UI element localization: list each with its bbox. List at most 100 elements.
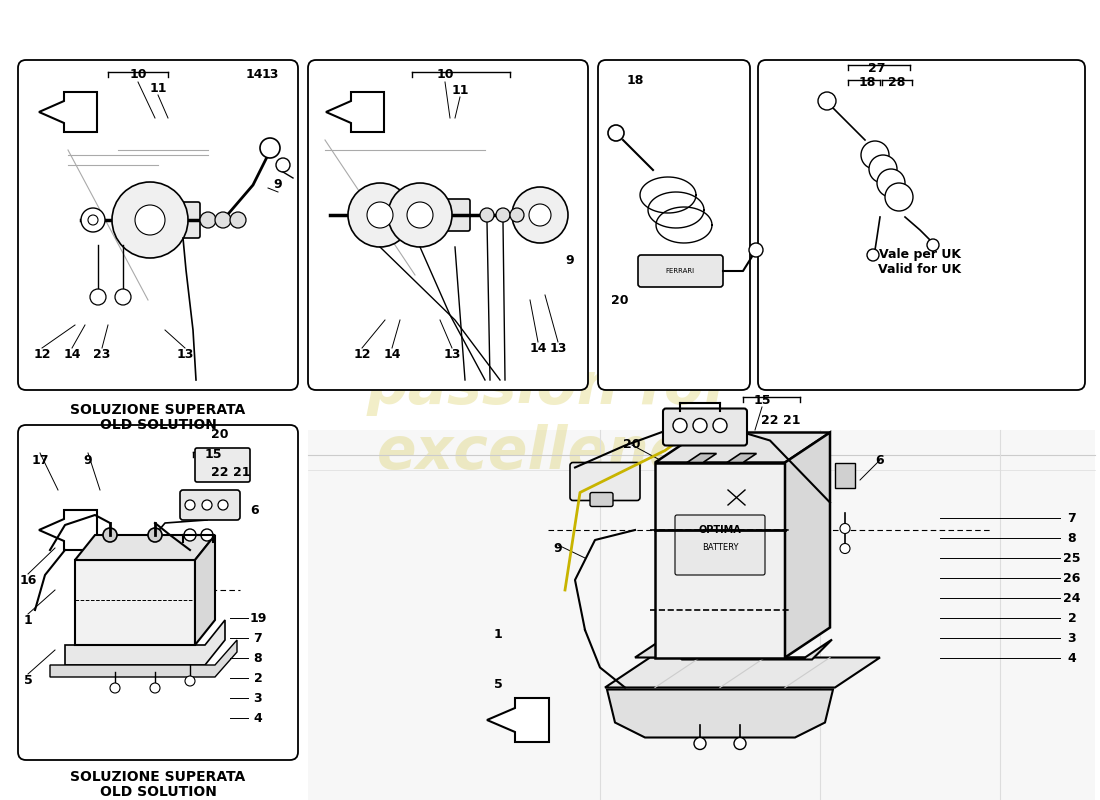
Text: 10: 10 [130, 69, 146, 82]
Text: 26: 26 [1064, 571, 1080, 585]
FancyBboxPatch shape [570, 462, 640, 501]
Text: 18: 18 [626, 74, 644, 86]
Text: 25: 25 [1064, 551, 1080, 565]
Text: SOLUZIONE SUPERATA: SOLUZIONE SUPERATA [70, 403, 245, 417]
Text: BATTERY: BATTERY [702, 543, 738, 553]
Circle shape [512, 187, 568, 243]
Polygon shape [39, 92, 97, 132]
Text: 12: 12 [33, 349, 51, 362]
Circle shape [116, 289, 131, 305]
Text: 21: 21 [783, 414, 801, 426]
Polygon shape [654, 462, 785, 658]
Text: 11: 11 [451, 83, 469, 97]
Circle shape [202, 500, 212, 510]
Text: 6: 6 [251, 503, 260, 517]
Text: 1: 1 [494, 629, 503, 642]
Circle shape [348, 183, 412, 247]
Circle shape [713, 418, 727, 433]
Text: 8: 8 [1068, 531, 1076, 545]
Circle shape [886, 183, 913, 211]
Circle shape [185, 500, 195, 510]
Circle shape [81, 208, 104, 232]
Polygon shape [688, 454, 716, 462]
Circle shape [861, 141, 889, 169]
Circle shape [694, 738, 706, 750]
Polygon shape [195, 535, 214, 645]
Circle shape [103, 528, 117, 542]
Text: 17: 17 [31, 454, 48, 466]
Circle shape [276, 158, 290, 172]
Circle shape [260, 138, 280, 158]
Text: OLD SOLUTION: OLD SOLUTION [100, 418, 217, 432]
Circle shape [877, 169, 905, 197]
Circle shape [367, 202, 393, 228]
Text: 9: 9 [84, 454, 92, 466]
Polygon shape [654, 433, 830, 462]
Text: OLD SOLUTION: OLD SOLUTION [100, 785, 217, 799]
Circle shape [88, 215, 98, 225]
Circle shape [90, 289, 106, 305]
Text: 13: 13 [262, 69, 278, 82]
Circle shape [867, 249, 879, 261]
Polygon shape [605, 658, 880, 687]
Circle shape [110, 683, 120, 693]
Polygon shape [835, 462, 855, 487]
Text: 16: 16 [20, 574, 36, 586]
Text: 21: 21 [233, 466, 251, 479]
Text: passion for
excellence: passion for excellence [366, 358, 734, 482]
FancyBboxPatch shape [663, 409, 747, 446]
Text: OPTIMA: OPTIMA [698, 525, 741, 535]
Text: 9: 9 [553, 542, 562, 554]
Circle shape [214, 212, 231, 228]
FancyBboxPatch shape [590, 493, 613, 506]
Text: 5: 5 [23, 674, 32, 686]
Circle shape [840, 523, 850, 534]
FancyBboxPatch shape [168, 202, 200, 238]
Polygon shape [326, 92, 384, 132]
Text: 14: 14 [383, 349, 400, 362]
Text: 20: 20 [624, 438, 640, 451]
Text: 27: 27 [868, 62, 886, 74]
Polygon shape [65, 620, 226, 665]
Text: SOLUZIONE SUPERATA: SOLUZIONE SUPERATA [70, 770, 245, 784]
FancyBboxPatch shape [440, 199, 470, 231]
Circle shape [840, 543, 850, 554]
Text: 24: 24 [1064, 591, 1080, 605]
Text: 15: 15 [754, 394, 771, 406]
Polygon shape [308, 430, 1094, 800]
Text: 13: 13 [443, 349, 461, 362]
FancyBboxPatch shape [180, 490, 240, 520]
FancyBboxPatch shape [638, 255, 723, 287]
Text: 28: 28 [889, 77, 905, 90]
Text: 19: 19 [250, 611, 266, 625]
Text: Valid for UK: Valid for UK [879, 263, 961, 276]
FancyBboxPatch shape [18, 425, 298, 760]
Circle shape [230, 212, 246, 228]
Text: 8: 8 [254, 651, 262, 665]
Circle shape [480, 208, 494, 222]
Circle shape [510, 208, 524, 222]
Polygon shape [487, 698, 549, 742]
Text: 22: 22 [761, 414, 779, 426]
Polygon shape [50, 640, 236, 677]
Text: 7: 7 [254, 631, 263, 645]
Circle shape [148, 528, 162, 542]
Circle shape [201, 529, 213, 541]
Text: 1: 1 [23, 614, 32, 626]
Text: 7: 7 [1068, 511, 1077, 525]
Text: 14: 14 [64, 349, 80, 362]
Circle shape [529, 204, 551, 226]
Text: 5: 5 [494, 678, 503, 691]
Polygon shape [39, 510, 97, 550]
Circle shape [150, 683, 160, 693]
Circle shape [184, 529, 196, 541]
Text: 15: 15 [205, 449, 222, 462]
Text: Vale per UK: Vale per UK [879, 248, 961, 261]
Circle shape [821, 95, 833, 107]
Circle shape [693, 418, 707, 433]
Text: 20: 20 [612, 294, 629, 306]
Text: 6: 6 [876, 454, 884, 466]
Circle shape [496, 208, 510, 222]
Text: 11: 11 [150, 82, 167, 94]
Circle shape [869, 155, 896, 183]
